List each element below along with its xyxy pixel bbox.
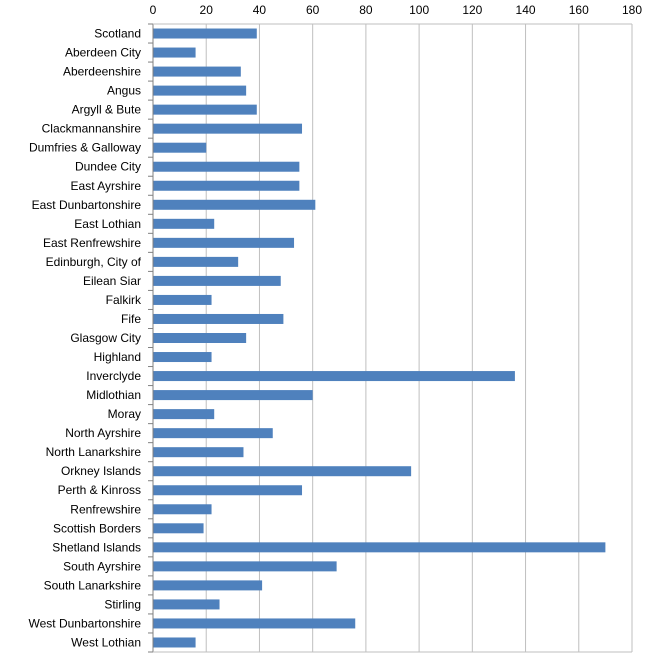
y-tick-label: North Ayrshire — [65, 426, 141, 440]
bar — [153, 218, 215, 229]
x-tick-label: 60 — [306, 3, 320, 17]
bar — [153, 409, 215, 420]
y-tick-label: Perth & Kinross — [58, 483, 141, 497]
y-tick-label: South Ayrshire — [63, 559, 141, 573]
y-tick-label: Argyll & Bute — [72, 103, 142, 117]
bar — [153, 275, 281, 286]
bar — [153, 618, 356, 629]
bar — [153, 142, 207, 153]
y-tick-label: Falkirk — [106, 293, 142, 307]
bar — [153, 85, 247, 96]
bar — [153, 637, 196, 648]
bar — [153, 47, 196, 58]
bar — [153, 66, 241, 77]
y-tick-label: Eilean Siar — [83, 274, 141, 288]
y-tick-label: Aberdeenshire — [63, 65, 141, 79]
bar — [153, 294, 212, 305]
y-tick-label: East Dunbartonshire — [32, 198, 142, 212]
y-tick-label: West Lothian — [71, 635, 141, 649]
bar — [153, 256, 239, 267]
bar — [153, 161, 300, 172]
bar — [153, 28, 257, 39]
bar — [153, 523, 204, 534]
bar — [153, 199, 316, 210]
y-tick-label: East Ayrshire — [71, 179, 142, 193]
x-tick-label: 100 — [409, 3, 429, 17]
y-tick-label: West Dunbartonshire — [29, 616, 142, 630]
y-tick-label: Dumfries & Galloway — [29, 141, 141, 155]
bar — [153, 504, 212, 515]
y-tick-label: Edinburgh, City of — [46, 255, 142, 269]
x-tick-label: 180 — [622, 3, 642, 17]
y-tick-label: North Lanarkshire — [46, 445, 142, 459]
axes — [148, 23, 632, 653]
bar — [153, 599, 220, 610]
y-tick-label: Dundee City — [75, 160, 141, 174]
y-tick-label: Clackmannanshire — [42, 122, 142, 136]
y-axis-category-labels: Scotland Aberdeen City Aberdeenshire Angus A… — [29, 27, 142, 650]
bars — [153, 28, 606, 648]
bar — [153, 466, 412, 477]
bar — [153, 180, 300, 191]
x-tick-label: 20 — [200, 3, 214, 17]
gridlines — [205, 24, 633, 652]
y-tick-label: East Renfrewshire — [43, 236, 141, 250]
bar — [153, 333, 247, 343]
bar — [153, 485, 303, 496]
y-tick-label: Angus — [107, 84, 141, 98]
bar — [153, 237, 295, 248]
y-tick-label: Aberdeen City — [65, 46, 141, 60]
y-tick-label: Moray — [108, 407, 141, 421]
x-axis-tick-labels: 0 20 40 60 80 100 120 140 160 180 — [150, 3, 643, 17]
bar — [153, 542, 606, 553]
bar — [153, 428, 273, 439]
y-tick-label: Scottish Borders — [53, 521, 141, 535]
y-tick-label: Orkney Islands — [61, 464, 141, 478]
y-tick-label: Fife — [121, 312, 141, 326]
y-tick-label: South Lanarkshire — [44, 578, 142, 592]
bar — [153, 561, 337, 572]
bar — [153, 580, 263, 591]
y-tick-label: Shetland Islands — [52, 540, 141, 554]
y-tick-label: Renfrewshire — [70, 502, 141, 516]
bar — [153, 352, 212, 363]
y-tick-label: Inverclyde — [86, 369, 141, 383]
bar — [153, 390, 313, 401]
y-tick-label: Midlothian — [86, 388, 141, 402]
y-tick-label: Highland — [94, 350, 141, 364]
y-tick-label: Glasgow City — [70, 331, 141, 345]
x-tick-label: 140 — [516, 3, 536, 17]
bar — [153, 104, 257, 115]
x-tick-label: 160 — [569, 3, 589, 17]
x-tick-label: 80 — [359, 3, 373, 17]
y-tick-label: Scotland — [94, 27, 141, 41]
bar — [153, 447, 244, 458]
y-tick-label: East Lothian — [74, 217, 141, 231]
x-tick-label: 120 — [462, 3, 482, 17]
bar — [153, 313, 284, 324]
bar — [153, 123, 303, 134]
bar — [153, 371, 515, 382]
x-tick-label: 40 — [253, 3, 267, 17]
y-tick-label: Stirling — [104, 597, 141, 611]
x-tick-label: 0 — [150, 3, 157, 17]
